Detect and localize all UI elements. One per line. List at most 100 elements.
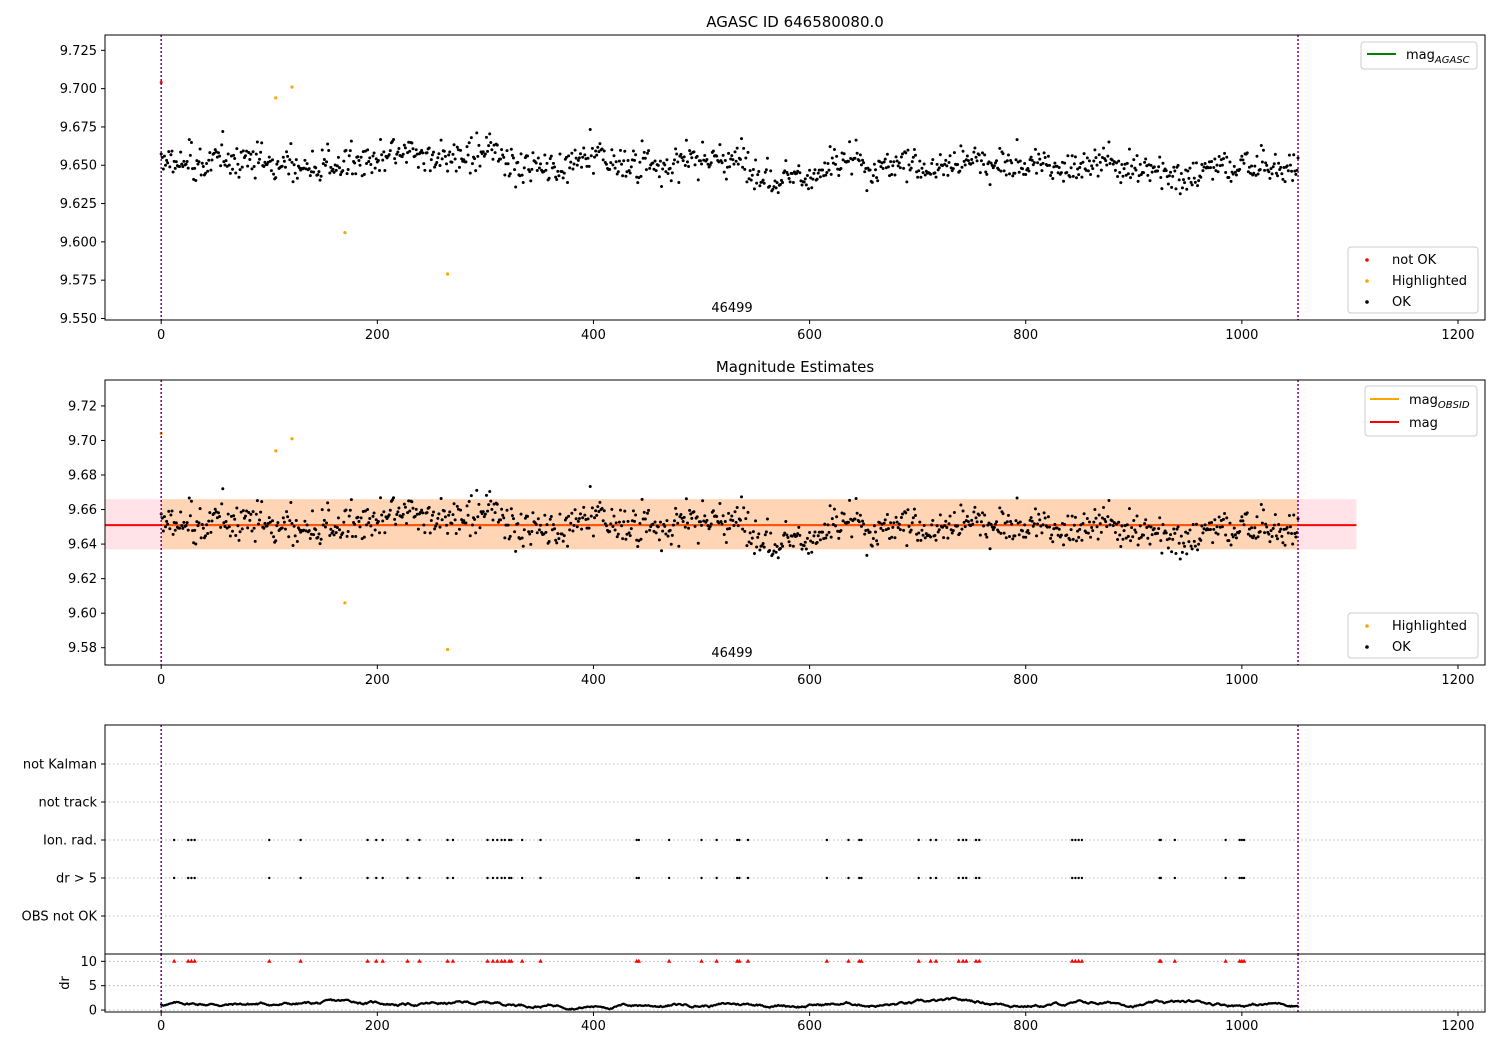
ok-point [197, 160, 201, 164]
ok-point [621, 174, 625, 178]
ok-point [225, 164, 229, 168]
ok-point [730, 514, 734, 518]
ok-point [1258, 168, 1262, 172]
ok-point [544, 168, 548, 172]
dr-flag-marker [490, 958, 496, 963]
ok-point [380, 513, 384, 517]
ok-point [614, 160, 618, 164]
ok-point [1116, 174, 1120, 178]
ok-point [1024, 173, 1028, 177]
ok-point [765, 156, 769, 160]
ok-point [199, 536, 203, 540]
ok-point [747, 540, 751, 544]
x-tick-label: 400 [581, 328, 606, 343]
ok-point [598, 500, 602, 504]
legend-notok-label: not OK [1392, 253, 1437, 268]
ok-point [895, 159, 899, 163]
flag-point [1077, 838, 1080, 842]
flag-point [978, 838, 981, 842]
dr-flag-marker [267, 958, 272, 963]
ok-point [567, 154, 571, 158]
ok-point [620, 162, 624, 166]
ok-point [359, 155, 363, 159]
ok-point [339, 535, 343, 539]
ok-point [354, 534, 358, 538]
ok-point [342, 159, 346, 163]
ok-point [668, 166, 672, 170]
ok-point [1029, 155, 1033, 159]
ok-point [854, 496, 858, 500]
ok-point [989, 522, 993, 526]
ok-point [1167, 174, 1171, 178]
ok-point [786, 173, 790, 177]
ok-point [256, 161, 260, 165]
ok-point [1220, 525, 1224, 529]
ok-point [1110, 158, 1114, 162]
ok-point [334, 168, 338, 172]
ok-point [314, 166, 318, 170]
ok-point [775, 181, 779, 185]
ok-point [422, 523, 426, 527]
flag-point [735, 838, 739, 842]
ok-point [161, 167, 165, 171]
ok-point [491, 157, 495, 161]
ok-point [656, 525, 660, 529]
ok-point [367, 521, 371, 525]
ok-point [1062, 543, 1066, 547]
ok-point [442, 509, 446, 513]
ok-point [227, 163, 231, 167]
flag-point [299, 876, 302, 880]
ok-point [580, 165, 584, 169]
ok-point [675, 512, 679, 516]
ok-point [307, 167, 311, 171]
ok-point [597, 150, 601, 154]
ok-point [988, 183, 992, 187]
ok-point [1150, 533, 1154, 537]
ok-point [1148, 179, 1152, 183]
ok-point [1050, 533, 1054, 537]
ok-point [771, 552, 775, 556]
ok-point [185, 521, 189, 525]
ok-point [258, 157, 262, 161]
ok-point [366, 507, 370, 511]
ok-point [918, 159, 922, 163]
ok-point [752, 552, 756, 556]
ok-point [1286, 531, 1290, 535]
ok-point [536, 156, 540, 160]
ok-point [1173, 169, 1177, 173]
ok-point [892, 521, 896, 525]
ok-point [249, 152, 253, 156]
ok-point [256, 522, 260, 526]
ok-point [608, 530, 612, 534]
ok-point [1031, 524, 1035, 528]
ok-point [187, 138, 191, 142]
ok-point [510, 514, 514, 518]
ok-point [167, 150, 171, 154]
ok-point [1094, 516, 1098, 520]
ok-point [554, 175, 558, 179]
ok-point [747, 177, 751, 181]
ok-point [826, 523, 830, 527]
ok-point [568, 166, 572, 170]
ok-point [291, 180, 295, 184]
ok-point [617, 159, 621, 163]
y-tick-label: 9.72 [68, 399, 97, 414]
ok-point [368, 517, 372, 521]
ok-point [848, 140, 852, 144]
ok-point [529, 542, 533, 546]
ok-point [269, 169, 273, 173]
flag-point [486, 876, 489, 880]
ok-point [448, 510, 452, 514]
ok-point [459, 508, 463, 512]
ok-point [1158, 155, 1162, 159]
ok-point [1174, 187, 1178, 191]
ok-point [800, 547, 804, 551]
ok-point [187, 496, 191, 500]
ok-point [765, 517, 769, 521]
ok-point [1201, 169, 1205, 173]
ok-point [303, 158, 307, 162]
ok-point [755, 545, 759, 549]
x-tick-label: 200 [365, 1019, 390, 1034]
ok-point [353, 522, 357, 526]
ok-point [1290, 169, 1294, 173]
